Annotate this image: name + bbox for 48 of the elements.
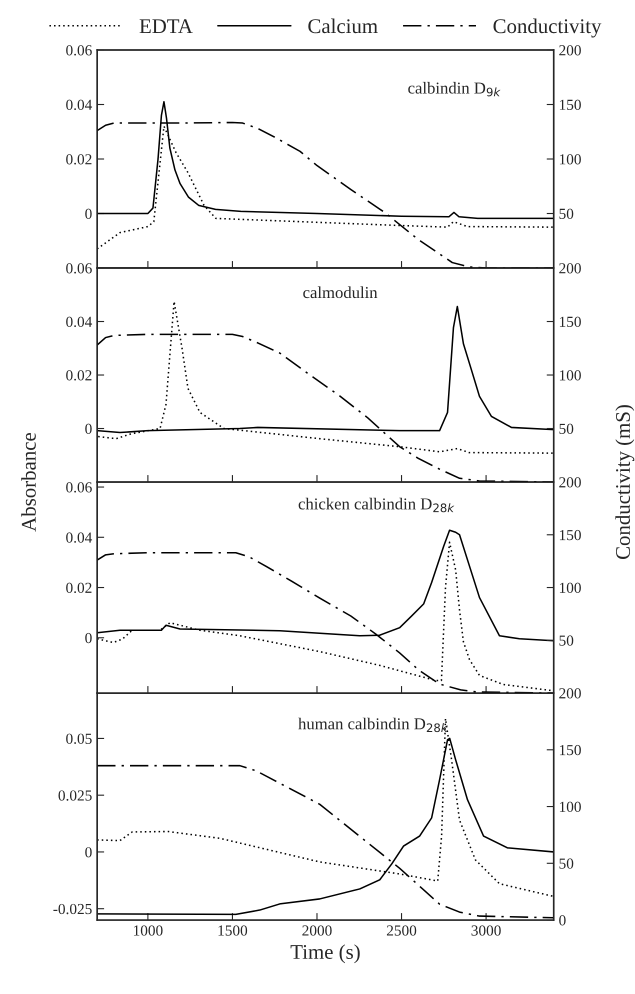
y-tick-label: 0.04 xyxy=(66,100,92,110)
annotation: calmodulin xyxy=(303,286,378,298)
x-axis-title: Time (s) xyxy=(290,944,360,964)
x-tick-label: 2000 xyxy=(302,925,332,936)
y-tick-label: 0 xyxy=(85,208,92,219)
y-tick-label: 0.06 xyxy=(66,482,92,493)
y2-tick-label: 150 xyxy=(560,530,581,540)
y2-tick-label: 100 xyxy=(560,802,581,812)
y2-tick-label: 0 xyxy=(559,915,566,926)
x-tick-label: 2500 xyxy=(386,925,416,936)
y-axis-title: Absorbance xyxy=(21,432,36,532)
y-tick-label: 0.025 xyxy=(58,790,92,801)
y-tick-label: -0.025 xyxy=(53,904,92,914)
y2-tick-label: 150 xyxy=(560,100,581,110)
x-tick-label: 1000 xyxy=(134,925,163,936)
y2-tick-label: 100 xyxy=(560,154,581,164)
y2-tick-label: 50 xyxy=(559,208,574,219)
x-tick-label: 1500 xyxy=(218,925,248,936)
y-tick-label: 0.04 xyxy=(66,316,92,328)
legend-label: Calcium xyxy=(308,18,378,34)
y-tick-label: 0.05 xyxy=(66,734,92,744)
y-tick-label: 0.02 xyxy=(66,370,92,381)
annotation: chicken calbindin D$_{28k}$ xyxy=(298,498,454,512)
y2-tick-label: 200 xyxy=(559,477,581,488)
legend-label: Conductivity xyxy=(494,18,602,38)
y2-tick-label: 200 xyxy=(559,45,581,56)
y2-tick-label: 100 xyxy=(560,370,581,380)
y-tick-label: 0 xyxy=(85,847,92,858)
y-tick-label: 0 xyxy=(85,424,92,434)
annotation: calbindin D$_{9k}$ xyxy=(408,82,501,96)
y-tick-label: 0.02 xyxy=(66,154,92,165)
y2-tick-label: 100 xyxy=(560,582,581,593)
y2-tick-label: 50 xyxy=(559,858,574,869)
x-tick-label: 3000 xyxy=(472,925,501,936)
legend-label: EDTA xyxy=(140,19,193,34)
y2-tick-label: 50 xyxy=(559,424,574,434)
y2-tick-label: 200 xyxy=(559,688,581,698)
annotation: human calbindin D$_{28k}$ xyxy=(298,718,448,732)
y-tick-label: 0.02 xyxy=(66,582,92,594)
y2-tick-label: 50 xyxy=(559,635,574,646)
y2-tick-label: 150 xyxy=(560,744,581,756)
y2-axis-title: Conductivity (mS) xyxy=(615,405,634,559)
y-tick-label: 0.04 xyxy=(66,532,92,543)
y-tick-label: 0.06 xyxy=(66,263,92,274)
y-tick-label: 0 xyxy=(85,632,92,644)
y-tick-label: 0.06 xyxy=(66,45,92,56)
y2-tick-label: 150 xyxy=(560,316,581,327)
y2-tick-label: 200 xyxy=(559,263,581,274)
